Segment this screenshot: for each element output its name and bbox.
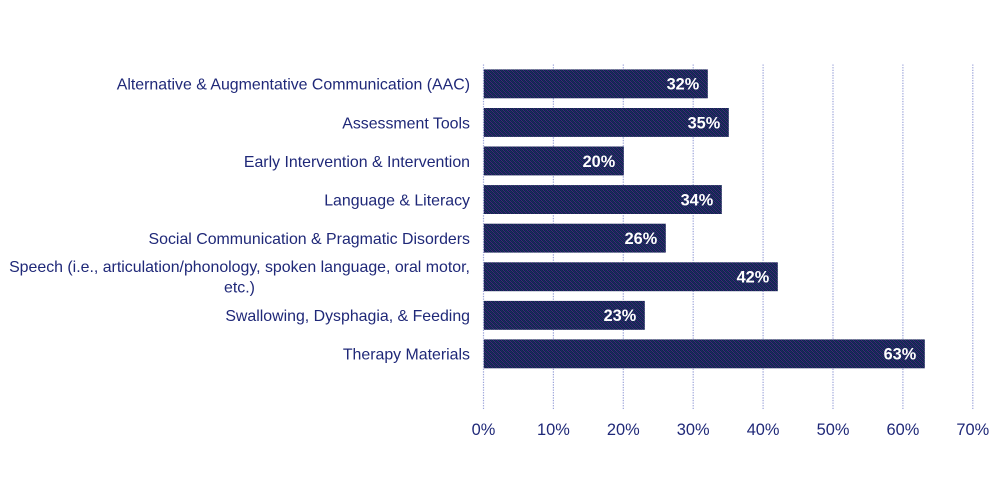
svg-text:10%: 10% <box>537 421 570 439</box>
svg-text:20%: 20% <box>607 421 640 439</box>
svg-text:0%: 0% <box>472 421 496 439</box>
svg-text:Assessment Tools: Assessment Tools <box>342 115 470 132</box>
svg-text:Language & Literacy: Language & Literacy <box>324 192 470 209</box>
svg-text:Therapy Materials: Therapy Materials <box>343 347 470 364</box>
svg-text:Speech (i.e., articulation/pho: Speech (i.e., articulation/phonology, sp… <box>9 259 470 276</box>
svg-text:Swallowing, Dysphagia, & Feedi: Swallowing, Dysphagia, & Feeding <box>225 308 470 325</box>
svg-text:50%: 50% <box>817 421 850 439</box>
svg-text:26%: 26% <box>625 230 658 248</box>
svg-text:42%: 42% <box>737 269 770 287</box>
svg-text:etc.): etc.) <box>224 280 255 297</box>
svg-text:40%: 40% <box>747 421 780 439</box>
svg-text:30%: 30% <box>677 421 710 439</box>
svg-text:32%: 32% <box>667 76 700 94</box>
svg-text:70%: 70% <box>956 421 989 439</box>
svg-text:Alternative & Augmentative Com: Alternative & Augmentative Communication… <box>117 77 470 94</box>
svg-text:63%: 63% <box>884 346 917 364</box>
svg-text:34%: 34% <box>681 191 714 209</box>
svg-text:Early Intervention & Intervent: Early Intervention & Intervention <box>244 154 470 171</box>
svg-text:20%: 20% <box>583 153 616 171</box>
svg-text:35%: 35% <box>688 114 721 132</box>
svg-text:23%: 23% <box>604 307 637 325</box>
svg-text:60%: 60% <box>886 421 919 439</box>
svg-text:Social Communication & Pragmat: Social Communication & Pragmatic Disorde… <box>149 231 471 248</box>
